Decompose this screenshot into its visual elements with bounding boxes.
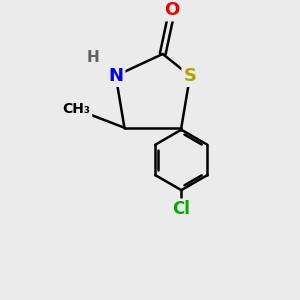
Text: O: O [164,1,180,19]
Text: H: H [86,50,99,65]
Text: Cl: Cl [172,200,190,218]
Text: S: S [184,67,196,85]
Text: N: N [108,67,123,85]
Text: CH₃: CH₃ [63,102,91,116]
